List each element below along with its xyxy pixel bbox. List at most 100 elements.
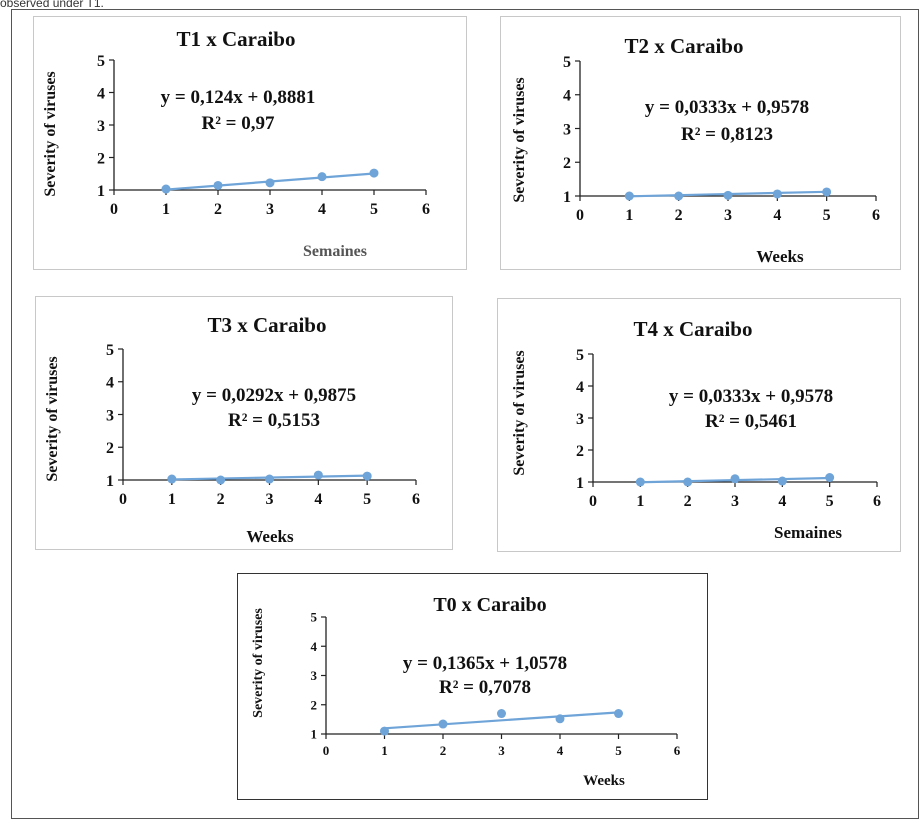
trendline-equation: y = 0,0292x + 0,9875 (192, 385, 356, 406)
x-axis-label: Weeks (246, 527, 294, 546)
x-tick-label: 2 (675, 207, 683, 224)
chart-frame (33, 16, 467, 270)
r-squared: R² = 0,5153 (228, 410, 320, 431)
trendline (384, 711, 619, 730)
x-axis-label: Weeks (756, 247, 804, 266)
y-tick-label: 4 (106, 375, 114, 392)
x-tick-label: 6 (422, 201, 430, 218)
data-point (825, 473, 835, 483)
data-point (213, 180, 223, 190)
data-point (362, 471, 372, 481)
y-tick-label: 3 (576, 411, 584, 428)
x-tick-label: 2 (440, 743, 447, 758)
chart-title: T3 x Caraibo (207, 313, 326, 337)
y-tick-label: 2 (563, 155, 571, 172)
x-tick-label: 3 (724, 207, 732, 224)
x-tick-label: 3 (266, 201, 274, 218)
y-tick-label: 4 (311, 639, 318, 654)
y-tick-label: 1 (311, 727, 318, 742)
x-tick-label: 1 (636, 493, 644, 510)
x-tick-label: 6 (412, 491, 420, 508)
x-tick-label: 2 (684, 493, 692, 510)
y-tick-label: 3 (97, 118, 105, 135)
y-tick-label: 4 (563, 88, 571, 105)
y-tick-label: 3 (311, 668, 318, 683)
x-tick-label: 3 (731, 493, 739, 510)
chart-t4-caraibo: T4 x Caraibo 1 2 3 4 5 0 1 2 3 4 5 6 Severity of viru… (497, 298, 901, 552)
data-point (380, 726, 389, 736)
data-point (777, 476, 787, 486)
y-tick-label: 5 (97, 53, 105, 70)
figure-caption: observed under T1. (0, 0, 104, 10)
x-tick-label: 4 (314, 491, 322, 508)
y-tick-label: 1 (106, 473, 114, 490)
y-tick-label: 2 (106, 440, 114, 457)
x-tick-label: 5 (615, 743, 622, 758)
y-tick-label: 3 (563, 121, 571, 138)
y-tick-label: 4 (576, 379, 584, 396)
y-tick-label: 4 (97, 85, 105, 102)
chart-t0-caraibo: T0 x Caraibo 1 2 3 4 5 0 1 2 3 4 5 6 Severity of viru… (237, 573, 708, 800)
x-tick-label: 1 (625, 207, 633, 224)
x-tick-label: 4 (773, 207, 781, 224)
data-point (624, 191, 634, 201)
data-point (497, 709, 506, 719)
x-tick-label: 0 (589, 493, 597, 510)
x-tick-label: 6 (674, 743, 681, 758)
data-point (265, 178, 275, 188)
y-tick-label: 2 (576, 443, 584, 460)
data-point (822, 187, 832, 197)
chart-frame (237, 573, 708, 800)
x-tick-label: 3 (266, 491, 274, 508)
data-point (369, 168, 379, 178)
x-tick-label: 1 (168, 491, 176, 508)
chart-title: T1 x Caraibo (176, 27, 295, 51)
y-axis-label: Severity of viruses (251, 608, 266, 718)
y-tick-label: 1 (97, 183, 105, 200)
r-squared: R² = 0,7078 (439, 677, 531, 698)
data-point (772, 189, 782, 199)
x-tick-label: 4 (557, 743, 564, 758)
data-point (683, 477, 693, 487)
x-tick-label: 0 (323, 743, 330, 758)
x-axis-label: Weeks (583, 773, 625, 789)
chart-title: T2 x Caraibo (624, 34, 743, 58)
chart-frame (35, 296, 453, 550)
trendline-equation: y = 0,1365x + 1,0578 (403, 653, 567, 674)
data-point (216, 475, 226, 485)
y-tick-label: 2 (311, 697, 318, 712)
y-tick-label: 5 (311, 610, 318, 625)
y-axis-label: Severity of viruses (511, 350, 528, 475)
chart-t2-caraibo: T2 x Caraibo 1 2 3 4 5 0 1 2 3 4 5 6 Severity of viru… (500, 16, 901, 270)
x-tick-label: 0 (110, 201, 118, 218)
data-point (730, 474, 740, 484)
x-tick-label: 0 (576, 207, 584, 224)
y-axis-label: Severity of viruses (42, 71, 59, 196)
x-tick-label: 0 (119, 491, 127, 508)
x-tick-label: 5 (363, 491, 371, 508)
x-axis-label: Semaines (774, 523, 842, 542)
data-point (723, 190, 733, 200)
x-axis-label: Semaines (303, 243, 367, 260)
chart-frame (500, 16, 901, 270)
data-point (265, 474, 274, 484)
x-tick-label: 5 (370, 201, 378, 218)
data-point (317, 172, 327, 182)
data-point (635, 477, 645, 487)
x-tick-label: 2 (214, 201, 222, 218)
data-point (167, 474, 177, 484)
trendline-equation: y = 0,124x + 0,8881 (161, 87, 316, 108)
data-point (438, 719, 448, 729)
x-tick-label: 3 (498, 743, 505, 758)
r-squared: R² = 0,8123 (681, 124, 773, 145)
y-tick-label: 3 (106, 407, 114, 424)
y-tick-label: 2 (97, 150, 105, 167)
x-tick-label: 5 (826, 493, 834, 510)
r-squared: R² = 0,5461 (705, 411, 797, 432)
data-point (674, 191, 684, 201)
y-axis-label: Severity of viruses (511, 77, 528, 202)
data-point (313, 470, 323, 480)
chart-t3-caraibo: T3 x Caraibo 1 2 3 4 5 0 1 2 3 4 5 6 Severity of viru… (35, 296, 453, 550)
x-tick-label: 1 (381, 743, 388, 758)
y-tick-label: 5 (576, 347, 584, 364)
